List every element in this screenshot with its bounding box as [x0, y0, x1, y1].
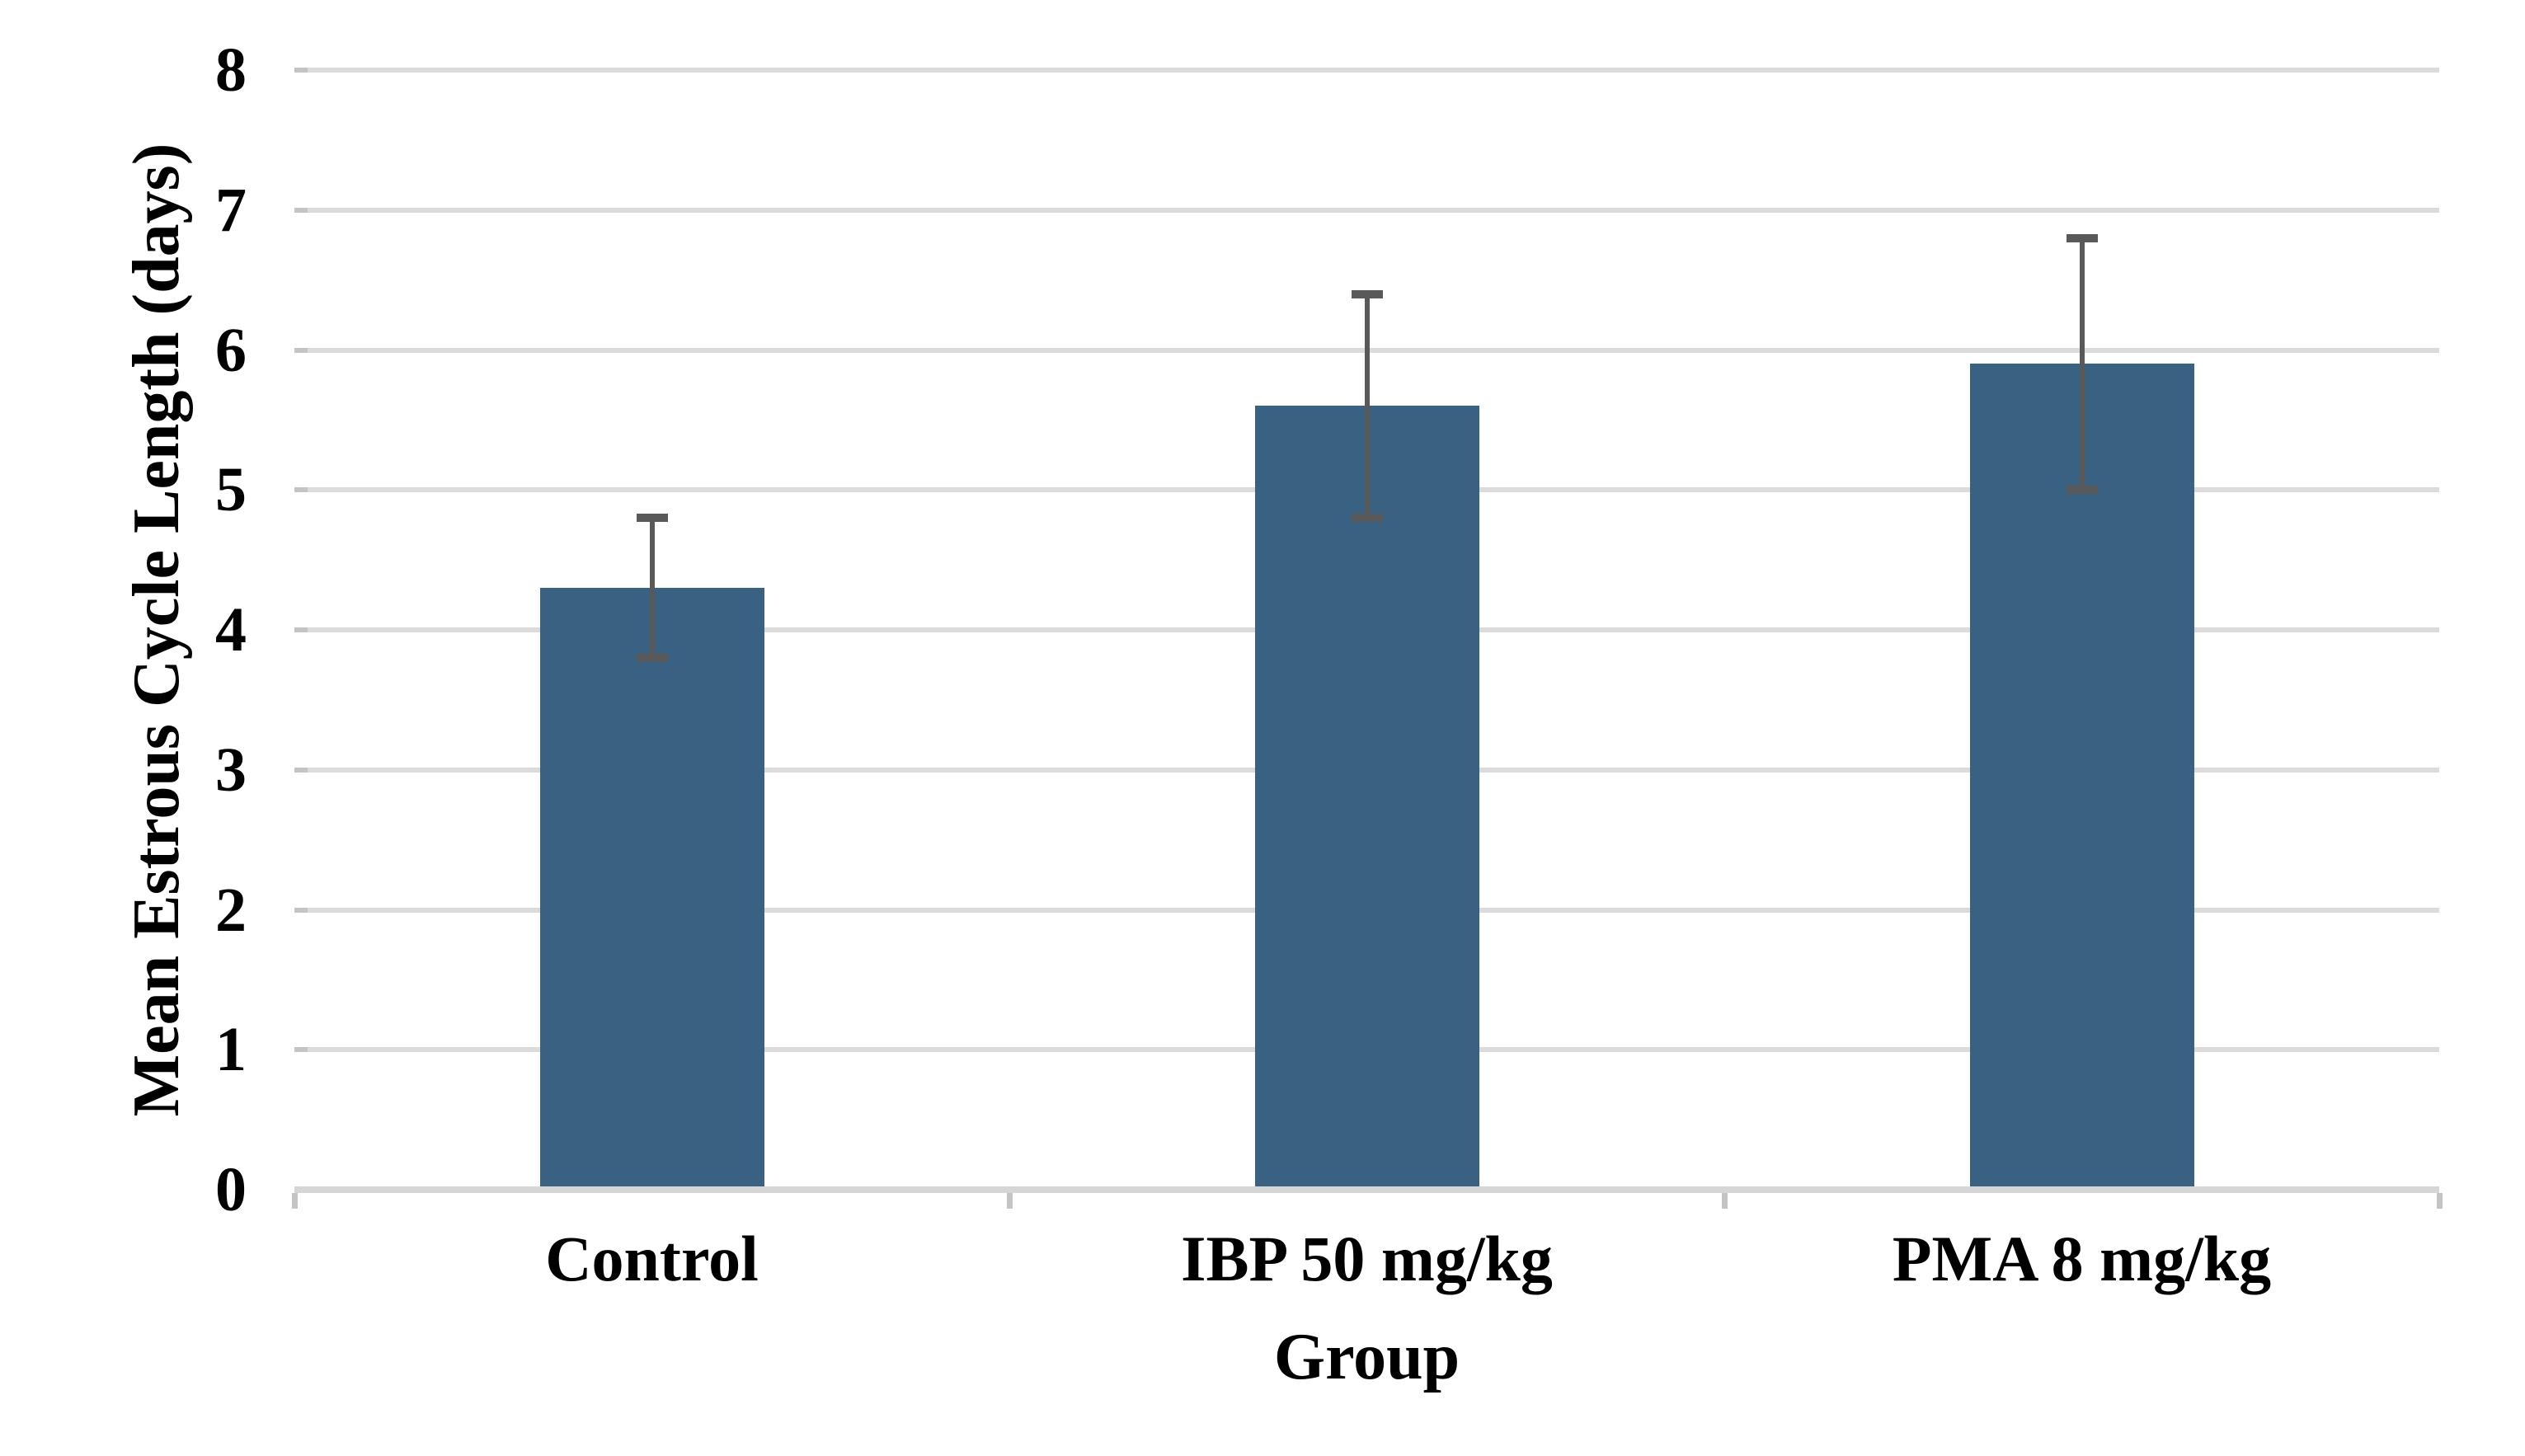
y-tick-label-8: 8 [215, 35, 247, 105]
x-axis-tick-3 [2436, 1193, 2443, 1209]
error-bar-top-cap-pma-8-mg-kg [2066, 233, 2098, 242]
y-tick-mark-7 [294, 207, 308, 213]
x-axis-tick-0 [291, 1193, 298, 1209]
y-tick-mark-2 [294, 907, 308, 913]
x-tick-label-pma-8-mg-kg: PMA 8 mg/kg [1892, 1223, 2272, 1294]
x-tick-label-ibp-50-mg-kg: IBP 50 mg/kg [1181, 1223, 1553, 1294]
bar-control [539, 588, 764, 1190]
y-tick-label-4: 4 [215, 595, 247, 665]
y-tick-label-7: 7 [215, 175, 247, 245]
error-bar-top-cap-control [636, 514, 668, 523]
y-tick-label-5: 5 [215, 455, 247, 525]
error-bar-top-cap-ibp-50-mg-kg [1351, 289, 1383, 298]
error-bar-bottom-cap-control [636, 653, 668, 662]
error-bar-line-control [649, 518, 655, 658]
error-bar-line-ibp-50-mg-kg [1364, 294, 1370, 519]
x-tick-label-control: Control [545, 1223, 759, 1294]
y-tick-label-0: 0 [215, 1155, 247, 1224]
y-tick-label-2: 2 [215, 875, 247, 945]
x-axis-tick-2 [1721, 1193, 1728, 1209]
y-tick-label-1: 1 [215, 1015, 247, 1085]
y-tick-mark-4 [294, 627, 308, 632]
x-axis-title-text: Group [1273, 1321, 1460, 1393]
x-axis-tick-1 [1006, 1193, 1013, 1209]
y-tick-mark-5 [294, 487, 308, 493]
bar-ibp-50-mg-kg [1254, 406, 1479, 1190]
bar-pma-8-mg-kg [1969, 364, 2194, 1190]
error-bar-bottom-cap-pma-8-mg-kg [2066, 486, 2098, 495]
y-tick-label-6: 6 [215, 315, 247, 385]
y-tick-mark-8 [294, 68, 308, 73]
x-axis-line [294, 1186, 2439, 1193]
error-bar-line-pma-8-mg-kg [2079, 237, 2085, 491]
gridline-8 [294, 68, 2439, 73]
y-tick-label-3: 3 [215, 735, 247, 805]
error-bar-bottom-cap-ibp-50-mg-kg [1351, 514, 1383, 523]
y-tick-mark-1 [294, 1047, 308, 1053]
y-tick-mark-3 [294, 767, 308, 773]
y-tick-mark-6 [294, 347, 308, 353]
gridline-7 [294, 207, 2439, 213]
